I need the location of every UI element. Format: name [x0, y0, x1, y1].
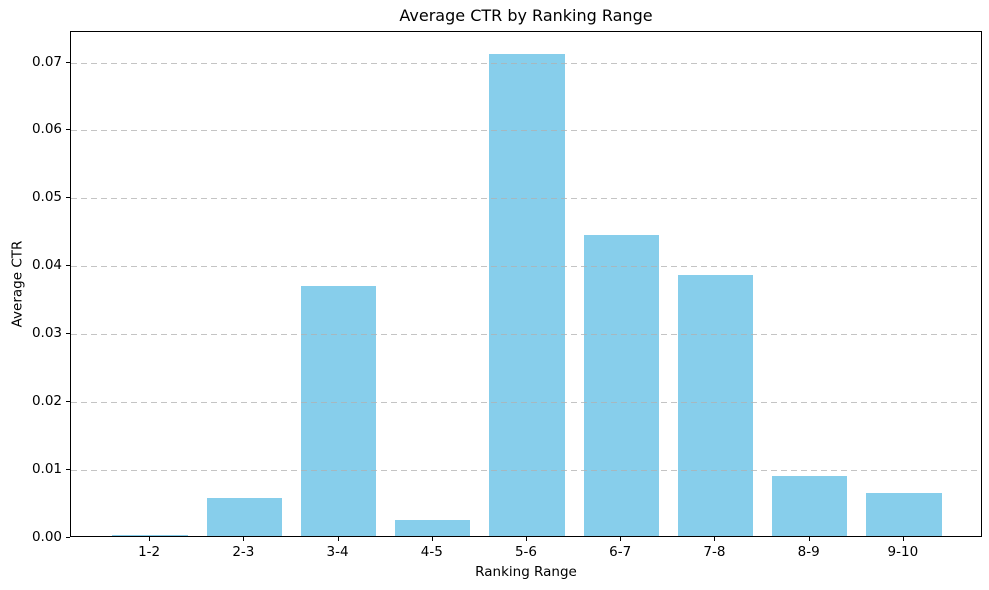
y-tick-label: 0.00 — [31, 529, 62, 545]
x-tick-label: 1-2 — [138, 544, 161, 560]
x-tick-mark — [808, 537, 810, 541]
y-tick-label: 0.04 — [31, 257, 62, 274]
y-tick-mark — [66, 537, 70, 538]
y-tick-mark — [66, 469, 70, 471]
x-axis-label: Ranking Range — [475, 564, 577, 580]
bar-1-2 — [112, 534, 188, 536]
y-tick-mark — [66, 401, 70, 403]
y-tick-label: 0.03 — [31, 325, 62, 342]
gridline — [71, 198, 981, 200]
bar-7-8 — [677, 274, 754, 536]
bar-6-7 — [583, 235, 659, 536]
x-tick-mark — [149, 537, 151, 541]
gridline — [71, 334, 981, 336]
x-tick-label: 4-5 — [420, 544, 443, 560]
y-axis-label: Average CTR — [9, 240, 25, 328]
bar-8-9 — [771, 476, 848, 536]
x-tick-mark — [337, 537, 339, 541]
x-tick-mark — [902, 537, 904, 541]
gridline — [71, 470, 981, 472]
x-tick-mark — [243, 537, 245, 541]
y-tick-mark — [66, 265, 70, 267]
x-tick-label: 8-9 — [797, 544, 820, 560]
plot-area — [70, 31, 982, 537]
bar-5-6 — [489, 53, 565, 536]
gridline — [71, 266, 981, 268]
x-tick-label: 5-6 — [514, 544, 538, 560]
x-tick-label: 2-3 — [232, 544, 255, 560]
y-tick-label: 0.01 — [31, 461, 62, 478]
bar-3-4 — [300, 286, 377, 536]
bar-2-3 — [206, 497, 283, 536]
y-tick-label: 0.05 — [31, 189, 62, 206]
x-tick-label: 9-10 — [887, 544, 919, 560]
bar-4-5 — [395, 520, 471, 536]
x-tick-mark — [431, 537, 433, 541]
x-tick-mark — [714, 537, 716, 541]
y-tick-mark — [66, 129, 70, 131]
x-tick-mark — [620, 537, 622, 541]
chart-title: Average CTR by Ranking Range — [399, 6, 653, 25]
gridline — [71, 402, 981, 404]
y-tick-mark — [66, 197, 70, 199]
y-tick-mark — [66, 61, 70, 63]
gridline — [71, 62, 981, 64]
y-tick-label: 0.02 — [31, 393, 62, 410]
y-tick-label: 0.06 — [31, 121, 62, 138]
bar-9-10 — [866, 492, 942, 536]
gridline — [71, 130, 981, 132]
y-tick-mark — [66, 333, 70, 335]
x-tick-label: 6-7 — [609, 544, 632, 560]
x-tick-label: 3-4 — [326, 544, 349, 560]
y-tick-label: 0.07 — [31, 53, 62, 70]
x-tick-label: 7-8 — [703, 544, 726, 560]
x-tick-mark — [526, 537, 527, 541]
